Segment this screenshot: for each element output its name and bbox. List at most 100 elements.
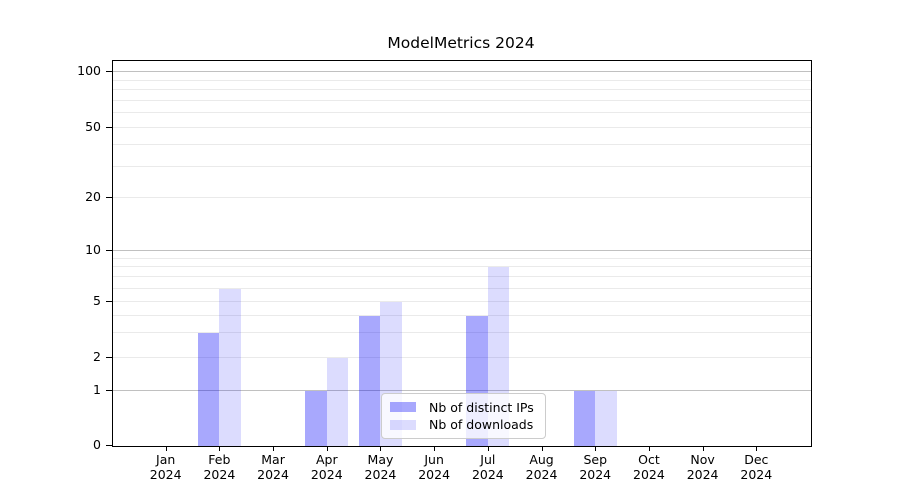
- minor-gridline: [113, 144, 811, 146]
- x-tick-mark: [326, 446, 328, 451]
- legend-swatch-distinct-ips: [390, 402, 416, 413]
- x-tick-label-year: 2024: [310, 466, 343, 482]
- y-tick-mark: [106, 389, 112, 391]
- x-tick-label: Dec 2024: [716, 452, 796, 482]
- x-tick-label-year: 2024: [418, 466, 451, 482]
- y-tick-label: 5: [93, 293, 101, 308]
- x-tick-mark: [273, 446, 275, 451]
- x-tick-mark: [702, 446, 704, 451]
- x-tick-label: Apr 2024: [287, 452, 367, 482]
- x-tick-label-month: Mar: [261, 452, 285, 467]
- minor-gridline: [113, 357, 811, 358]
- x-tick-label-month: Jun: [424, 452, 444, 467]
- x-tick-label: Feb 2024: [179, 452, 259, 482]
- x-tick-label-month: Sep: [583, 452, 607, 467]
- legend-swatch-downloads: [390, 419, 416, 430]
- y-tick-mark: [106, 445, 112, 446]
- minor-gridline: [113, 166, 811, 168]
- y-tick-label: 100: [77, 63, 101, 78]
- minor-gridline: [113, 127, 811, 128]
- bar-feb-downloads: [219, 288, 241, 446]
- legend: Nb of distinct IPs Nb of downloads: [381, 393, 546, 439]
- y-tick-label: 10: [85, 241, 101, 257]
- bar-may-distinct-ips: [358, 315, 381, 446]
- x-tick-mark: [434, 446, 436, 451]
- x-tick-label-month: Apr: [315, 452, 338, 467]
- x-tick-label-year: 2024: [525, 466, 558, 482]
- x-tick-mark: [595, 446, 597, 451]
- plot-area: [112, 60, 812, 447]
- minor-gridline: [113, 196, 811, 198]
- y-tick-mark: [106, 71, 112, 72]
- x-tick-label: Sep 2024: [555, 452, 635, 482]
- bar-sep-distinct-ips: [573, 390, 596, 446]
- x-tick-label: Oct 2024: [609, 452, 689, 482]
- x-tick-label-year: 2024: [149, 466, 182, 482]
- legend-label-downloads: Nb of downloads: [429, 417, 534, 433]
- x-tick-label-year: 2024: [579, 466, 612, 482]
- x-tick-mark: [487, 446, 489, 451]
- minor-gridline: [113, 287, 811, 289]
- y-tick-label: 1: [93, 381, 101, 397]
- minor-gridline: [113, 332, 811, 334]
- x-tick-label: Jun 2024: [394, 452, 474, 482]
- y-tick-label: 0: [93, 437, 101, 452]
- x-tick-label-year: 2024: [633, 466, 665, 482]
- major-gridline: [113, 250, 811, 251]
- x-tick-label-year: 2024: [257, 466, 289, 482]
- minor-gridline: [113, 112, 811, 114]
- x-tick-mark: [756, 446, 758, 451]
- bar-apr-distinct-ips: [305, 390, 327, 446]
- y-tick-mark: [106, 356, 112, 358]
- x-tick-label: Mar 2024: [233, 452, 313, 482]
- y-tick-label: 2: [93, 348, 101, 364]
- x-tick-mark: [219, 446, 221, 451]
- bar-apr-downloads: [326, 358, 349, 446]
- x-tick-label: May 2024: [340, 452, 420, 482]
- x-tick-label-month: Dec: [744, 452, 769, 467]
- x-tick-label-year: 2024: [203, 466, 236, 482]
- minor-gridline: [113, 266, 811, 268]
- legend-item-distinct-ips: Nb of distinct IPs: [390, 401, 537, 414]
- minor-gridline: [113, 89, 811, 91]
- major-gridline: [113, 71, 811, 73]
- bar-sep-downloads: [595, 390, 617, 446]
- y-tick-mark: [106, 301, 112, 302]
- minor-gridline: [113, 314, 811, 316]
- x-tick-label-month: Oct: [638, 452, 660, 467]
- legend-item-downloads: Nb of downloads: [390, 418, 537, 431]
- x-tick-mark: [541, 446, 543, 451]
- x-tick-mark: [648, 446, 650, 451]
- x-tick-label: Nov 2024: [663, 452, 743, 482]
- y-tick-mark: [106, 249, 112, 251]
- x-tick-label-month: Jan: [156, 452, 176, 467]
- x-tick-label: Aug 2024: [502, 452, 582, 482]
- x-tick-mark: [165, 446, 167, 451]
- minor-gridline: [113, 276, 811, 278]
- x-tick-label-month: Nov: [690, 452, 715, 467]
- x-tick-label: Jan 2024: [126, 452, 206, 482]
- major-gridline: [113, 389, 811, 391]
- bar-feb-distinct-ips: [197, 333, 220, 446]
- y-tick-label: 50: [85, 118, 101, 134]
- chart-title: ModelMetrics 2024: [387, 34, 535, 52]
- minor-gridline: [113, 301, 811, 303]
- x-tick-label-year: 2024: [686, 466, 719, 482]
- minor-gridline: [113, 79, 811, 81]
- x-tick-label-month: May: [367, 452, 394, 467]
- x-tick-label-year: 2024: [740, 466, 773, 482]
- x-tick-label-month: Jul: [480, 452, 496, 467]
- y-tick-label: 20: [85, 188, 101, 204]
- x-tick-label-month: Aug: [529, 452, 554, 467]
- minor-gridline: [113, 257, 811, 259]
- x-tick-label: Jul 2024: [448, 452, 528, 482]
- x-tick-label-month: Feb: [208, 452, 231, 467]
- minor-gridline: [113, 99, 811, 101]
- y-tick-mark: [106, 126, 112, 128]
- x-tick-label-year: 2024: [364, 466, 397, 482]
- y-tick-mark: [106, 196, 112, 198]
- x-tick-mark: [380, 446, 382, 451]
- x-tick-label-year: 2024: [471, 466, 504, 482]
- legend-label-distinct-ips: Nb of distinct IPs: [429, 399, 534, 415]
